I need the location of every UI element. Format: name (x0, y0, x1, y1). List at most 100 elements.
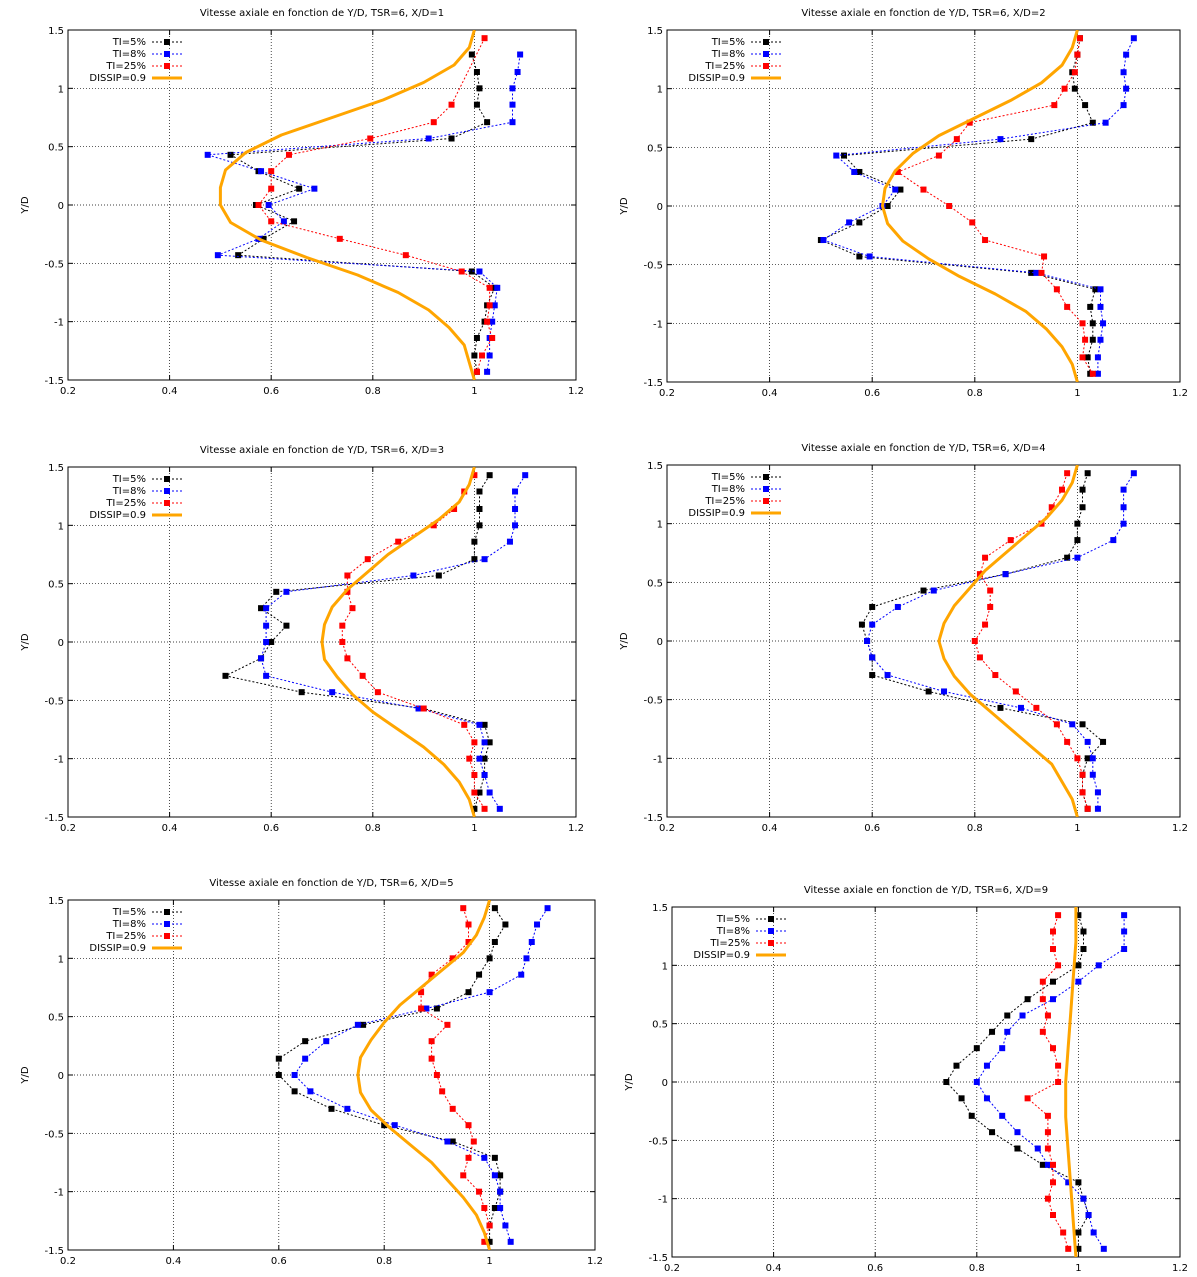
series-point-ti-5 (884, 203, 891, 209)
series-point-ti-8 (1074, 554, 1081, 561)
y-tick-label: 1 (657, 520, 663, 531)
x-tick-label: 0.6 (263, 386, 279, 397)
chart-panel-1: 0.2 0.4 0.6 0.8 1 1.2 1.5 1 0.5 0 -0.5 -1 -1.5 Vitess… (20, 8, 584, 397)
x-tick-label: 0.4 (762, 388, 778, 399)
series-point-ti-8 (263, 639, 270, 645)
series-point-ti-25 (465, 939, 472, 945)
x-tick-label: 1.2 (1172, 823, 1188, 834)
series-point-ti-8 (869, 621, 876, 628)
series-point-ti-5 (283, 622, 290, 629)
series-point-ti-8 (1102, 119, 1109, 126)
series-point-ti-25 (339, 639, 346, 645)
series-point-ti-25 (466, 755, 473, 762)
series-point-ti-8 (476, 755, 483, 762)
series-point-ti-8 (1080, 1195, 1087, 1202)
series-point-ti-5 (491, 1205, 498, 1211)
plot-area (817, 30, 1137, 382)
series-point-ti-5 (1089, 320, 1096, 327)
series-point-ti-25 (1050, 1179, 1056, 1186)
series-point-ti-25 (489, 335, 496, 341)
series-point-ti-8 (1120, 520, 1127, 527)
series-point-ti-25 (1044, 1012, 1051, 1019)
series-point-ti-8 (997, 136, 1004, 143)
series-point-ti-5 (433, 1005, 440, 1012)
legend-marker (164, 909, 170, 915)
series-point-ti-8 (1120, 102, 1127, 109)
series-point-ti-25 (1055, 962, 1062, 969)
series-point-ti-5 (1079, 721, 1086, 728)
legend-label: DISSIP=0.9 (89, 943, 146, 954)
series-point-ti-5 (840, 152, 847, 159)
y-tick-label: -0.5 (648, 1136, 668, 1147)
x-tick-label: 0.6 (867, 1263, 883, 1272)
series-point-ti-5 (1075, 912, 1082, 919)
series-point-ti-25 (481, 35, 488, 42)
series-point-ti-25 (1007, 537, 1014, 544)
series-point-ti-25 (1074, 755, 1081, 762)
series-point-ti-5 (476, 488, 483, 495)
series-point-ti-8 (507, 1238, 514, 1245)
series-point-ti-5 (1074, 520, 1081, 527)
series-point-ti-25 (1053, 286, 1060, 293)
series-point-ti-5 (1079, 486, 1086, 493)
series-point-ti-8 (491, 302, 498, 309)
y-tick-label: 1 (58, 84, 64, 95)
x-tick-label: 0.4 (162, 386, 178, 397)
series-point-ti-25 (1064, 738, 1071, 745)
y-tick-label: -0.5 (44, 259, 64, 270)
series-point-ti-25 (1039, 996, 1046, 1003)
series-point-ti-25 (460, 1172, 467, 1179)
series-line-dissip-0-9 (320, 467, 476, 817)
series-point-ti-25 (471, 739, 478, 746)
series-point-ti-25 (418, 989, 425, 996)
series-point-ti-8 (204, 151, 211, 158)
series-point-ti-25 (1071, 69, 1078, 76)
series-point-ti-8 (258, 168, 265, 175)
series-point-ti-5 (856, 253, 863, 260)
series-point-ti-8 (497, 1205, 504, 1211)
series-point-ti-8 (497, 1188, 504, 1195)
series-point-ti-25 (1044, 1129, 1051, 1136)
series-point-ti-5 (465, 989, 472, 996)
series-point-ti-25 (1033, 704, 1040, 711)
series-point-ti-8 (518, 971, 525, 978)
series-point-ti-25 (449, 1105, 456, 1112)
series-point-ti-8 (484, 368, 491, 375)
series-point-ti-25 (359, 672, 366, 679)
legend-marker (164, 476, 170, 482)
series-point-ti-25 (1050, 946, 1056, 952)
series-point-ti-8 (1050, 996, 1056, 1003)
series-point-ti-8 (1120, 504, 1127, 511)
series-point-ti-5 (1084, 354, 1091, 361)
chart-title: Vitesse axiale en fonction de Y/D, TSR=6… (200, 445, 444, 456)
series-point-ti-8 (311, 185, 318, 192)
y-axis-label: Y/D (619, 632, 630, 650)
series-point-ti-5 (497, 1172, 504, 1179)
series-point-ti-25 (458, 268, 465, 275)
series-point-ti-5 (298, 689, 305, 696)
series-point-ti-8 (481, 1154, 488, 1161)
series-point-ti-25 (966, 119, 973, 126)
series-point-ti-25 (953, 136, 960, 143)
legend-label: TI=8% (112, 919, 146, 930)
series-point-ti-8 (1017, 704, 1024, 711)
series-point-ti-25 (471, 472, 478, 479)
series-point-ti-8 (502, 1222, 509, 1229)
x-tick-label: 0.8 (365, 823, 381, 834)
legend-marker (763, 63, 769, 69)
series-point-ti-8 (476, 268, 483, 275)
series-point-ti-25 (449, 955, 456, 962)
series-point-ti-25 (465, 1154, 472, 1161)
series-point-ti-8 (1034, 1145, 1041, 1152)
series-point-ti-5 (486, 1238, 493, 1245)
series-point-ti-8 (391, 1122, 398, 1129)
x-tick-label: 0.2 (664, 1263, 680, 1272)
series-point-ti-8 (415, 705, 422, 712)
x-tick-label: 1 (471, 823, 477, 834)
legend-label: DISSIP=0.9 (89, 510, 146, 521)
series-point-ti-25 (894, 168, 901, 175)
series-point-ti-5 (1092, 286, 1099, 293)
legend-label: DISSIP=0.9 (89, 73, 146, 84)
series-point-ti-5 (476, 506, 483, 512)
y-tick-label: 0 (58, 201, 64, 212)
